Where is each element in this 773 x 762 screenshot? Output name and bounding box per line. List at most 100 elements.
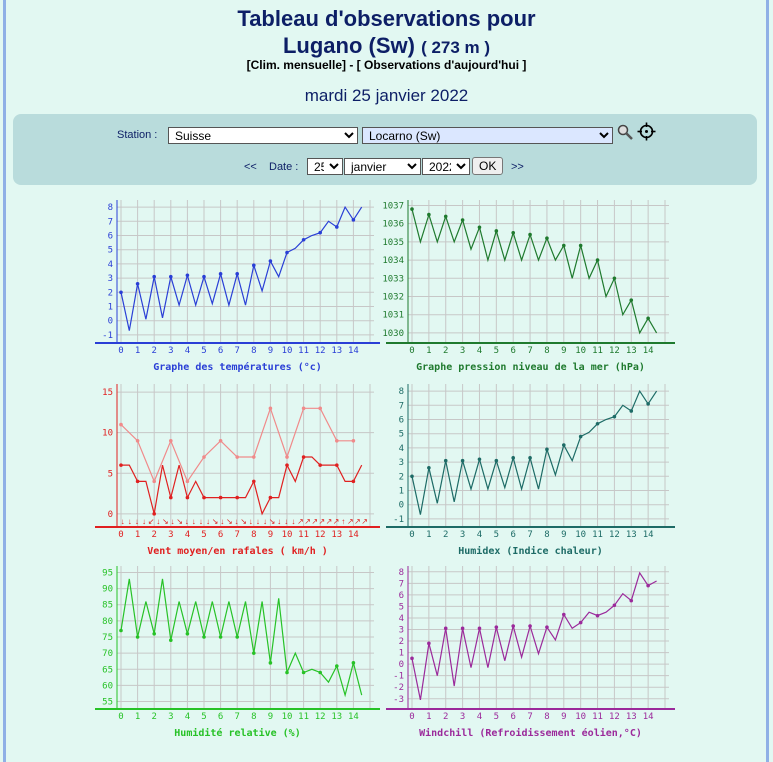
humidex-data-point — [427, 465, 431, 470]
page-title-line2: Lugano (Sw) ( 273 m ) — [0, 33, 773, 61]
humidex-grid — [408, 384, 669, 526]
x-tick-label: 9 — [268, 712, 273, 722]
humidity-data-point — [301, 670, 306, 675]
x-tick-label: 10 — [282, 712, 293, 722]
wind-direction-arrow: ↓ — [170, 517, 174, 526]
x-tick-label: 7 — [234, 346, 239, 356]
country-select[interactable]: Suisse — [168, 127, 358, 144]
ok-button[interactable]: OK — [472, 157, 504, 175]
x-tick-label: 11 — [592, 346, 603, 356]
x-tick-label: 12 — [609, 530, 620, 540]
wind-data-point — [285, 463, 289, 467]
humidity-data-point — [318, 670, 322, 675]
page-title-line1: Tableau d'observations pour — [237, 6, 536, 31]
x-tick-label: 13 — [331, 346, 342, 356]
humidex-data-point — [511, 456, 515, 460]
x-tick-label: 2 — [151, 346, 156, 356]
wind-data-point — [318, 406, 322, 411]
x-tick-label: 9 — [561, 530, 566, 540]
wind-data-point — [268, 495, 273, 500]
x-tick-label: 0 — [409, 712, 414, 722]
y-tick-label: 6 — [108, 232, 113, 242]
y-tick-label: 1035 — [382, 238, 404, 248]
pressure-data-point — [545, 236, 549, 241]
humidex-data-point — [528, 456, 532, 460]
y-tick-label: 2 — [399, 472, 404, 482]
year-select[interactable]: 2022 — [422, 158, 470, 175]
x-tick-label: 2 — [443, 530, 448, 540]
y-tick-label: 5 — [108, 246, 113, 256]
y-tick-label: 7 — [108, 217, 113, 227]
magnifier-icon[interactable] — [616, 123, 634, 141]
y-tick-label: 8 — [399, 568, 404, 578]
day-select[interactable]: 25 — [307, 158, 343, 175]
temperature-data-point — [235, 272, 239, 276]
y-tick-label: 0 — [399, 501, 404, 511]
pressure-data-point — [595, 258, 600, 262]
x-tick-label: 11 — [298, 712, 309, 722]
x-tick-label: 4 — [477, 530, 482, 540]
y-tick-label: 95 — [102, 568, 113, 578]
humidity-data-point — [218, 635, 223, 639]
wind-data-point — [252, 455, 256, 459]
x-tick-label: 3 — [168, 530, 173, 540]
crosshair-icon[interactable] — [637, 122, 656, 141]
wind-direction-arrow: ↓ — [135, 517, 139, 526]
humidity-grid — [117, 566, 374, 708]
link-today-observations[interactable]: [ Observations d'aujourd'hui ] — [356, 58, 527, 72]
temperature-data-point — [301, 237, 306, 242]
x-tick-label: 6 — [218, 530, 223, 540]
observation-date: mardi 25 janvier 2022 — [304, 86, 469, 105]
y-tick-label: 60 — [102, 681, 113, 691]
y-tick-label: 1030 — [382, 329, 404, 339]
y-tick-label: 65 — [102, 665, 113, 675]
windchill-caption: Windchill (Refroidissement éolien,°C) — [419, 728, 642, 739]
link-monthly-climate[interactable]: [Clim. mensuelle] — [246, 58, 346, 72]
wind-data-point — [169, 439, 173, 443]
temperature-data-point — [252, 263, 256, 268]
wind-data-point — [135, 439, 140, 443]
wind-data-point — [335, 439, 339, 443]
wind-direction-arrow: ↓ — [249, 517, 253, 526]
wind-direction-arrow: ↓ — [234, 517, 238, 526]
temperature-caption: Graphe des températures (°c) — [153, 362, 322, 373]
wind-data-point — [119, 422, 123, 427]
wind-direction-arrow: ↗ — [326, 517, 333, 526]
humidity-data-point — [152, 631, 156, 636]
station-select[interactable]: Locarno (Sw) — [362, 127, 613, 144]
x-tick-label: 7 — [527, 530, 532, 540]
humidity-data-point — [235, 635, 239, 639]
y-tick-label: 4 — [399, 614, 404, 624]
x-tick-label: 4 — [185, 530, 190, 540]
x-tick-label: 6 — [510, 530, 515, 540]
next-day-link[interactable]: >> — [511, 161, 524, 173]
wind-data-point — [351, 439, 356, 443]
temperature-data-point — [119, 290, 123, 295]
x-tick-label: 1 — [426, 346, 431, 356]
temperature-data-point — [202, 274, 206, 279]
temperature-data-point — [152, 274, 156, 279]
x-tick-label: 6 — [218, 712, 223, 722]
wind-direction-arrow: ↓ — [142, 517, 146, 526]
month-select[interactable]: janvier — [344, 158, 421, 175]
windchill-data-point — [612, 603, 617, 608]
humidex-data-point — [612, 414, 617, 419]
x-tick-label: 0 — [118, 530, 123, 540]
x-tick-label: 5 — [201, 530, 206, 540]
x-tick-label: 13 — [331, 530, 342, 540]
wind-data-point — [268, 406, 273, 411]
pressure-data-point — [477, 225, 482, 230]
previous-day-link[interactable]: << — [244, 161, 257, 173]
x-tick-label: 0 — [409, 346, 414, 356]
windchill-data-point — [562, 612, 566, 617]
windchill-data-point — [427, 641, 431, 646]
y-tick-label: 0 — [108, 510, 113, 520]
wind-direction-arrow: ↓ — [263, 517, 267, 526]
y-tick-label: 10 — [102, 429, 113, 439]
wind-data-point — [252, 479, 256, 484]
windchill-data-point — [629, 598, 634, 603]
x-tick-label: 10 — [575, 530, 586, 540]
x-tick-label: 10 — [282, 346, 293, 356]
